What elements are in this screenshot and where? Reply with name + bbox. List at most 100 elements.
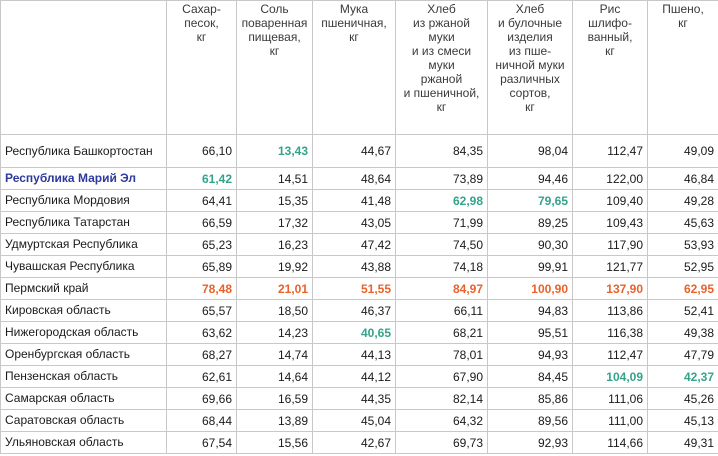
region-cell: Удмуртская Республика [0,233,167,256]
value-cell-rye-bread: 69,73 [395,431,488,454]
header-line: и булочные [497,16,563,30]
value-cell-rice: 109,40 [572,189,648,212]
value-cell-wheat-bread: 94,46 [487,167,573,190]
value-cell-flour: 45,04 [312,409,396,432]
value-cell-rye-bread: 74,18 [395,255,488,278]
table-body: Республика Башкортостан 66,10 13,43 44,67 84… [0,134,718,454]
value-cell-rice: 109,43 [572,211,648,234]
value-cell-sugar: 66,10 [166,134,237,168]
table-row: Чувашская Республика 65,89 19,92 43,88 74,18… [0,255,718,278]
table-row: Саратовская область 68,44 13,89 45,04 64,32 8… [0,409,718,432]
value-cell-salt: 13,43 [236,134,313,168]
value-cell-rye-bread: 64,32 [395,409,488,432]
header-line: кг [605,44,615,58]
value-cell-millet: 45,13 [647,409,718,432]
value-cell-rice: 122,00 [572,167,648,190]
value-cell-rye-bread: 68,21 [395,321,488,344]
value-cell-wheat-bread: 89,25 [487,211,573,234]
table-row: Ульяновская область 67,54 15,56 42,67 69,73 9… [0,431,718,454]
header-line: Хлеб [515,2,545,16]
value-cell-sugar: 62,61 [166,365,237,388]
value-cell-millet: 45,26 [647,387,718,410]
value-cell-wheat-bread: 94,83 [487,299,573,322]
value-cell-millet: 46,84 [647,167,718,190]
value-cell-salt: 14,23 [236,321,313,344]
header-line: Рис [599,2,621,16]
value-cell-wheat-bread: 85,86 [487,387,573,410]
value-cell-flour: 46,37 [312,299,396,322]
value-cell-millet: 52,95 [647,255,718,278]
header-line: из пше- [508,44,552,58]
value-cell-flour: 44,12 [312,365,396,388]
table-row: Республика Марий Эл 61,42 14,51 48,64 73,89 9… [0,167,718,190]
value-cell-salt: 13,89 [236,409,313,432]
value-cell-sugar: 66,59 [166,211,237,234]
value-cell-sugar: 64,41 [166,189,237,212]
value-cell-rye-bread: 67,90 [395,365,488,388]
header-line: шлифо- [588,16,632,30]
value-cell-wheat-bread: 90,30 [487,233,573,256]
value-cell-flour: 41,48 [312,189,396,212]
value-cell-sugar: 65,23 [166,233,237,256]
value-cell-salt: 18,50 [236,299,313,322]
value-cell-wheat-bread: 79,65 [487,189,573,212]
value-cell-rice: 112,47 [572,134,648,168]
value-cell-salt: 21,01 [236,277,313,300]
table-row: Самарская область 69,66 16,59 44,35 82,14 85,… [0,387,718,410]
value-cell-sugar: 78,48 [166,277,237,300]
table-row: Кировская область 65,57 18,50 46,37 66,11 94,… [0,299,718,322]
header-line: и из смеси [411,44,472,58]
value-cell-wheat-bread: 92,93 [487,431,573,454]
header-line: кг [349,30,359,44]
value-cell-rice: 117,90 [572,233,648,256]
value-cell-rye-bread: 84,97 [395,277,488,300]
value-cell-wheat-bread: 84,45 [487,365,573,388]
value-cell-rye-bread: 66,11 [395,299,488,322]
table-row: Пензенская область 62,61 14,64 44,12 67,90 84… [0,365,718,388]
region-cell: Республика Мордовия [0,189,167,212]
header-region [0,0,167,135]
header-line: пищевая, [248,30,301,44]
region-cell: Пермский край [0,277,167,300]
value-cell-wheat-bread: 94,93 [487,343,573,366]
header-line: изделия [507,30,553,44]
header-line: Мука [339,2,369,16]
table-row: Пермский край 78,48 21,01 51,55 84,97 100,90 1… [0,277,718,300]
value-cell-millet: 47,79 [647,343,718,366]
value-cell-sugar: 68,44 [166,409,237,432]
header-line: различных [500,72,560,86]
header-line: из ржаной [413,16,470,30]
value-cell-salt: 16,23 [236,233,313,256]
header-row: Сахар-песок, кг Соль поваренная пищевая, кг … [0,0,718,135]
region-cell: Самарская область [0,387,167,410]
value-cell-rice: 111,06 [572,387,648,410]
region-cell: Ульяновская область [0,431,167,454]
region-cell: Кировская область [0,299,167,322]
value-cell-salt: 14,51 [236,167,313,190]
value-cell-wheat-bread: 95,51 [487,321,573,344]
value-cell-rice: 111,00 [572,409,648,432]
value-cell-sugar: 63,62 [166,321,237,344]
header-line: пшеничная, [321,16,387,30]
header-line: ничной муки [495,58,565,72]
value-cell-rice: 116,38 [572,321,648,344]
value-cell-sugar: 65,89 [166,255,237,278]
value-cell-millet: 52,41 [647,299,718,322]
header-line: поваренная [241,16,308,30]
header-flour: Мука пшеничная, кг [312,0,396,135]
header-salt: Соль поваренная пищевая, кг [236,0,313,135]
value-cell-rice: 137,90 [572,277,648,300]
value-cell-rice: 114,66 [572,431,648,454]
table-row: Республика Татарстан 66,59 17,32 43,05 71,99… [0,211,718,234]
value-cell-sugar: 65,57 [166,299,237,322]
value-cell-flour: 44,67 [312,134,396,168]
header-line: муки [428,30,455,44]
value-cell-flour: 44,35 [312,387,396,410]
header-line: ржаной [420,72,463,86]
value-cell-flour: 47,42 [312,233,396,256]
region-cell: Оренбургская область [0,343,167,366]
header-line: и пшеничной, [403,86,480,100]
table-row: Республика Мордовия 64,41 15,35 41,48 62,98 7… [0,189,718,212]
value-cell-sugar: 68,27 [166,343,237,366]
